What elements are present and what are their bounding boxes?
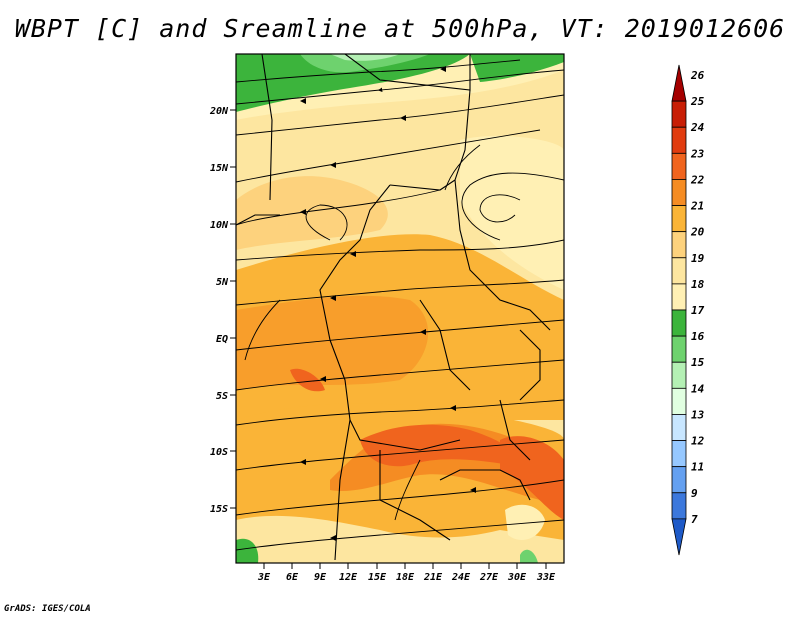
streamline-arrows	[300, 66, 476, 541]
colorbar-label: 12	[691, 435, 705, 448]
chart-title: WBPT [C] and Sreamline at 500hPa, VT: 20…	[14, 14, 786, 43]
colorbar-swatch	[671, 440, 687, 468]
lat-label: 15N	[210, 163, 229, 174]
lon-label: 12E	[339, 572, 358, 583]
lon-label: 21E	[423, 572, 443, 583]
colorbar-swatch	[671, 361, 687, 389]
colorbar-label: 17	[691, 304, 705, 317]
colorbar-swatch	[671, 231, 687, 259]
latitude-axis: 20N 15N 10N 5N EQ 5S 10S 15S	[209, 106, 236, 515]
colorbar-label: 18	[691, 278, 705, 291]
colorbar-swatch	[671, 100, 687, 128]
lon-label: 6E	[286, 572, 299, 583]
lat-label: 10N	[210, 220, 229, 231]
lon-label: 9E	[314, 572, 327, 583]
colorbar-swatch	[671, 414, 687, 441]
lon-label: 27E	[479, 572, 499, 583]
colorbar-label: 14	[691, 382, 705, 395]
colorbar: 26 25 24 23 22 21 20 19 18 17 16 15 14 13 12 11 9 7	[671, 64, 705, 556]
colorbar-label: 9	[691, 487, 698, 500]
lat-label: EQ	[216, 334, 228, 345]
colorbar-label: 11	[691, 461, 704, 474]
colorbar-swatch	[671, 283, 687, 311]
lat-label: 10S	[210, 447, 228, 458]
colorbar-swatch	[671, 205, 687, 233]
colorbar-label: 7	[691, 513, 698, 526]
colorbar-label: 13	[691, 408, 705, 421]
colorbar-swatch	[671, 466, 687, 494]
wbpt-shading	[236, 54, 564, 563]
colorbar-label: 21	[690, 200, 704, 213]
lon-label: 30E	[507, 572, 527, 583]
lon-label: 3E	[257, 572, 271, 583]
colorbar-label: 25	[690, 95, 705, 108]
country-borders	[236, 54, 551, 561]
map-frame	[235, 53, 565, 564]
lon-label: 18E	[396, 572, 415, 583]
colorbar-label: 15	[691, 356, 705, 369]
lat-label: 5N	[216, 277, 229, 288]
footer-credit: GrADS: IGES/COLA	[4, 604, 91, 614]
colorbar-label: 16	[691, 330, 705, 343]
lat-label: 15S	[210, 504, 228, 515]
colorbar-swatch	[671, 387, 687, 415]
lat-label: 5S	[216, 391, 228, 402]
colorbar-swatch	[671, 309, 687, 337]
longitude-axis: 3E 6E 9E 12E 15E 18E 21E 24E 27E 30E 33E	[257, 563, 556, 583]
colorbar-swatch	[671, 64, 687, 102]
colorbar-swatch	[671, 179, 687, 206]
colorbar-label: 19	[691, 252, 705, 265]
lat-label: 20N	[209, 106, 229, 117]
colorbar-label: 22	[690, 173, 705, 186]
colorbar-swatch	[671, 257, 687, 285]
colorbar-swatch	[671, 152, 687, 180]
colorbar-swatch	[671, 335, 687, 363]
lon-label: 24E	[451, 572, 471, 583]
lon-label: 33E	[536, 572, 556, 583]
colorbar-swatch	[671, 518, 687, 556]
colorbar-label: 24	[690, 121, 705, 134]
colorbar-swatch	[671, 492, 687, 520]
colorbar-swatch	[671, 126, 687, 154]
colorbar-label: 20	[690, 226, 705, 239]
colorbar-label: 23	[690, 147, 705, 160]
lon-label: 15E	[368, 572, 387, 583]
colorbar-label: 26	[690, 69, 705, 82]
